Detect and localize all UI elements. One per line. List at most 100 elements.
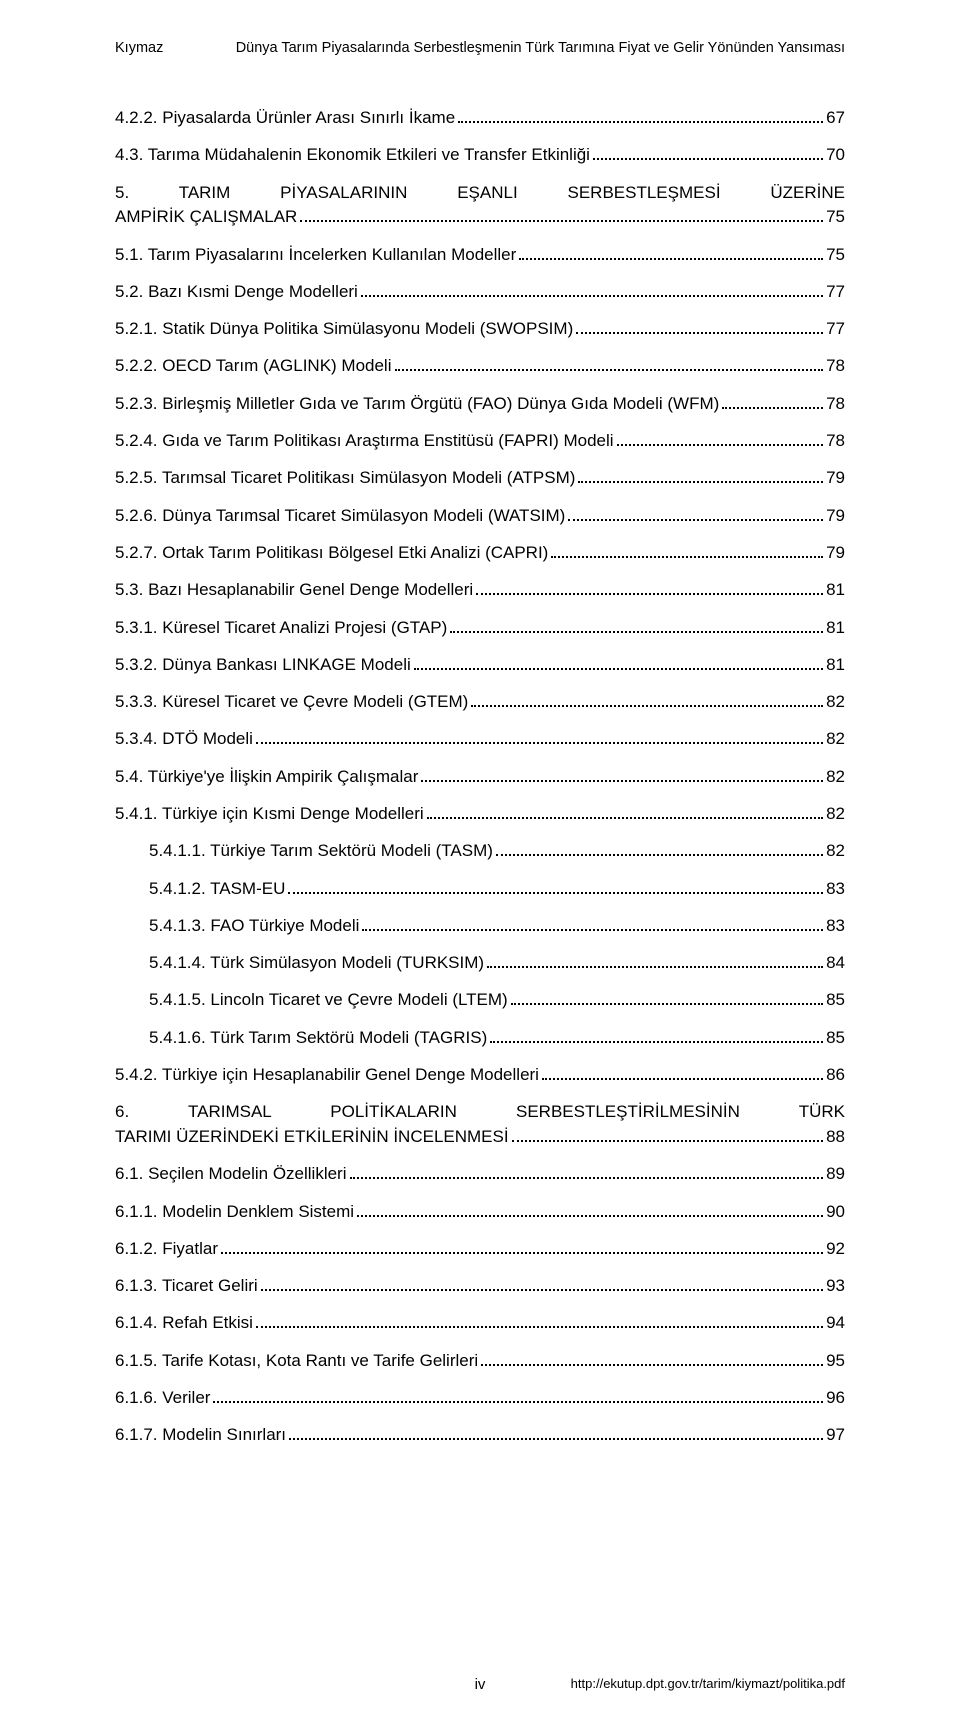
- table-of-contents: 4.2.2. Piyasalarda Ürünler Arası Sınırlı…: [115, 106, 845, 1447]
- toc-entry-title: 5.3.1. Küresel Ticaret Analizi Projesi (…: [115, 616, 447, 640]
- toc-entry-title: 5.2.4. Gıda ve Tarım Politikası Araştırm…: [115, 429, 614, 453]
- toc-entry-title: 4.2.2. Piyasalarda Ürünler Arası Sınırlı…: [115, 106, 455, 130]
- toc-leader: [490, 1029, 823, 1043]
- toc-entry-title: AMPİRİK ÇALIŞMALAR: [115, 205, 297, 229]
- toc-entry-title: 5.4. Türkiye'ye İlişkin Ampirik Çalışmal…: [115, 765, 418, 789]
- toc-leader: [288, 880, 823, 894]
- toc-entry: 5.4.1.5. Lincoln Ticaret ve Çevre Modeli…: [115, 988, 845, 1012]
- toc-leader: [617, 432, 824, 446]
- toc-entry-title: 5.2. Bazı Kısmi Denge Modelleri: [115, 280, 358, 304]
- toc-entry-page: 84: [826, 951, 845, 975]
- toc-leader: [722, 395, 823, 409]
- toc-entry: 6.1.6. Veriler96: [115, 1386, 845, 1410]
- toc-entry-page: 85: [826, 988, 845, 1012]
- toc-entry: 4.2.2. Piyasalarda Ürünler Arası Sınırlı…: [115, 106, 845, 130]
- toc-entry: 6. TARIMSAL POLİTİKALARIN SERBESTLEŞTİRİ…: [115, 1100, 845, 1148]
- toc-entry-page: 92: [826, 1237, 845, 1261]
- toc-leader: [300, 209, 823, 223]
- toc-entry: 6.1.5. Tarife Kotası, Kota Rantı ve Tari…: [115, 1349, 845, 1373]
- footer-url: http://ekutup.dpt.gov.tr/tarim/kiymazt/p…: [571, 1676, 845, 1691]
- toc-entry: 5.2.3. Birleşmiş Milletler Gıda ve Tarım…: [115, 392, 845, 416]
- toc-entry-title: 6. TARIMSAL POLİTİKALARIN SERBESTLEŞTİRİ…: [115, 1100, 845, 1125]
- toc-entry-page: 83: [826, 914, 845, 938]
- toc-entry: 5.3.3. Küresel Ticaret ve Çevre Modeli (…: [115, 690, 845, 714]
- toc-entry-page: 75: [826, 243, 845, 267]
- toc-entry: 5.1. Tarım Piyasalarını İncelerken Kulla…: [115, 243, 845, 267]
- toc-leader: [261, 1278, 823, 1292]
- toc-entry-title: 5.2.1. Statik Dünya Politika Simülasyonu…: [115, 317, 573, 341]
- toc-entry-page: 82: [826, 839, 845, 863]
- page-header: Kıymaz Dünya Tarım Piyasalarında Serbest…: [115, 40, 845, 56]
- toc-entry-page: 86: [826, 1063, 845, 1087]
- toc-entry: 5.2. Bazı Kısmi Denge Modelleri 77: [115, 280, 845, 304]
- toc-entry-title: 6.1. Seçilen Modelin Özellikleri: [115, 1162, 347, 1186]
- toc-entry-page: 96: [826, 1386, 845, 1410]
- toc-leader: [487, 955, 823, 969]
- toc-entry-title: 5. TARIM PİYASALARININ EŞANLI SERBESTLEŞ…: [115, 181, 845, 206]
- toc-entry-page: 81: [826, 653, 845, 677]
- toc-entry-title: 5.3.4. DTÖ Modeli: [115, 727, 253, 751]
- toc-leader: [350, 1166, 824, 1180]
- toc-entry-title: 5.4.1.2. TASM-EU: [149, 877, 285, 901]
- toc-leader: [551, 544, 823, 558]
- toc-leader: [512, 1128, 824, 1142]
- toc-entry: 5.3. Bazı Hesaplanabilir Genel Denge Mod…: [115, 578, 845, 602]
- toc-entry: 6.1.3. Ticaret Geliri 93: [115, 1274, 845, 1298]
- toc-entry-page: 77: [826, 317, 845, 341]
- toc-leader: [395, 358, 824, 372]
- toc-leader: [221, 1240, 823, 1254]
- toc-leader: [414, 656, 823, 670]
- toc-leader: [576, 321, 823, 335]
- toc-leader: [476, 582, 823, 596]
- toc-entry-page: 78: [826, 354, 845, 378]
- toc-leader: [593, 147, 823, 161]
- toc-entry: 5.4. Türkiye'ye İlişkin Ampirik Çalışmal…: [115, 765, 845, 789]
- toc-entry-page: 95: [826, 1349, 845, 1373]
- toc-entry-title: 5.2.5. Tarımsal Ticaret Politikası Simül…: [115, 466, 575, 490]
- toc-entry-title: 5.3.2. Dünya Bankası LINKAGE Modeli: [115, 653, 411, 677]
- toc-leader: [481, 1352, 823, 1366]
- document-page: Kıymaz Dünya Tarım Piyasalarında Serbest…: [0, 0, 960, 1719]
- toc-leader: [458, 109, 823, 123]
- toc-entry-page: 89: [826, 1162, 845, 1186]
- toc-leader: [519, 246, 823, 260]
- toc-entry: 6.1.1. Modelin Denklem Sistemi90: [115, 1200, 845, 1224]
- toc-entry-title: TARIMI ÜZERİNDEKİ ETKİLERİNİN İNCELENMES…: [115, 1125, 509, 1149]
- toc-entry-page: 93: [826, 1274, 845, 1298]
- toc-entry-page: 90: [826, 1200, 845, 1224]
- toc-entry-page: 81: [826, 578, 845, 602]
- toc-entry-page: 81: [826, 616, 845, 640]
- toc-leader: [421, 768, 823, 782]
- toc-entry-title: 5.3.3. Küresel Ticaret ve Çevre Modeli (…: [115, 690, 468, 714]
- toc-entry: 5.2.5. Tarımsal Ticaret Politikası Simül…: [115, 466, 845, 490]
- toc-leader: [511, 992, 823, 1006]
- toc-entry: 5.4.2. Türkiye için Hesaplanabilir Genel…: [115, 1063, 845, 1087]
- toc-entry-title: 5.4.1.1. Türkiye Tarım Sektörü Modeli (T…: [149, 839, 493, 863]
- toc-entry: 5. TARIM PİYASALARININ EŞANLI SERBESTLEŞ…: [115, 181, 845, 229]
- toc-leader: [289, 1427, 823, 1441]
- toc-entry-page: 77: [826, 280, 845, 304]
- page-footer: iv http://ekutup.dpt.gov.tr/tarim/kiymaz…: [115, 1676, 845, 1691]
- toc-entry-page: 97: [826, 1423, 845, 1447]
- header-author: Kıymaz: [115, 40, 163, 56]
- toc-leader: [213, 1389, 823, 1403]
- toc-entry-page: 85: [826, 1026, 845, 1050]
- toc-entry-title: 5.2.2. OECD Tarım (AGLINK) Modeli: [115, 354, 392, 378]
- toc-leader: [568, 507, 823, 521]
- toc-entry: 5.4.1.6. Türk Tarım Sektörü Modeli (TAGR…: [115, 1026, 845, 1050]
- toc-entry: 5.2.6. Dünya Tarımsal Ticaret Simülasyon…: [115, 504, 845, 528]
- toc-entry: 6.1.2. Fiyatlar92: [115, 1237, 845, 1261]
- toc-entry-page: 79: [826, 541, 845, 565]
- toc-leader: [450, 619, 823, 633]
- toc-entry-title: 6.1.5. Tarife Kotası, Kota Rantı ve Tari…: [115, 1349, 478, 1373]
- toc-entry-title: 5.2.3. Birleşmiş Milletler Gıda ve Tarım…: [115, 392, 719, 416]
- toc-entry: 5.2.2. OECD Tarım (AGLINK) Modeli 78: [115, 354, 845, 378]
- toc-leader: [362, 917, 823, 931]
- toc-entry-title: 6.1.3. Ticaret Geliri: [115, 1274, 258, 1298]
- toc-entry-page: 82: [826, 765, 845, 789]
- toc-entry-title: 6.1.7. Modelin Sınırları: [115, 1423, 286, 1447]
- toc-entry: 6.1.4. Refah Etkisi94: [115, 1311, 845, 1335]
- toc-entry: 6.1. Seçilen Modelin Özellikleri 89: [115, 1162, 845, 1186]
- toc-entry-title: 4.3. Tarıma Müdahalenin Ekonomik Etkiler…: [115, 143, 590, 167]
- toc-entry-title: 5.4.1.6. Türk Tarım Sektörü Modeli (TAGR…: [149, 1026, 487, 1050]
